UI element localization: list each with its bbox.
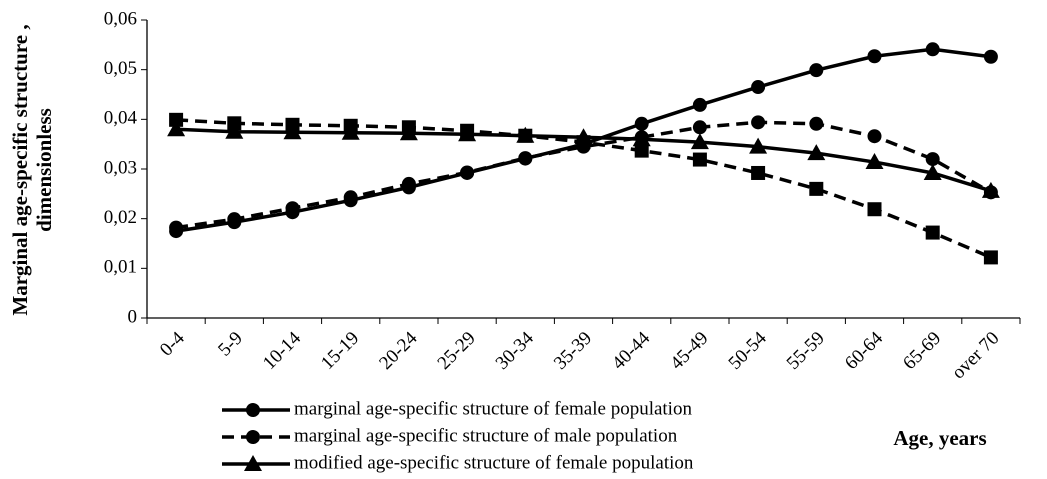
marker (460, 123, 475, 138)
x-tick-label: 5-9 (214, 328, 247, 361)
legend-label: marginal age-specific structure of femal… (294, 398, 692, 419)
y-tick-label: 0 (128, 306, 138, 327)
marker (749, 137, 768, 154)
marker (225, 122, 244, 139)
marker (227, 212, 242, 227)
marker (167, 120, 186, 137)
x-axis-title: Age, years (893, 426, 986, 450)
marker (867, 202, 882, 217)
marker (285, 117, 300, 132)
y-tick-label: 0,06 (104, 8, 137, 29)
marker (865, 153, 884, 170)
x-tick-label: 20-24 (375, 327, 422, 374)
x-tick-label: 50-54 (725, 327, 772, 374)
marker (401, 176, 416, 191)
marker (634, 143, 649, 158)
x-tick-label: 45-49 (666, 328, 712, 374)
marker (285, 201, 300, 216)
marker (343, 118, 358, 133)
marker (576, 135, 591, 150)
series-line (175, 120, 992, 230)
y-tick-label: 0,05 (104, 58, 137, 79)
marker (981, 181, 1000, 198)
y-tick-label: 0,01 (104, 257, 137, 278)
marker (401, 120, 416, 135)
marker (246, 430, 260, 444)
marker (632, 130, 651, 147)
x-tick-label: over 70 (948, 328, 1004, 384)
marker (809, 181, 824, 196)
marker (925, 225, 940, 240)
y-axis-title: Marginal age-specific structure , (8, 24, 32, 315)
marker (692, 152, 707, 167)
marker (692, 120, 707, 135)
marker (690, 133, 709, 150)
marker (518, 151, 533, 166)
x-tick-label: 65-69 (899, 328, 945, 374)
marker (634, 116, 649, 131)
x-tick-label: 35-39 (550, 328, 596, 374)
marker (460, 165, 475, 180)
marker (227, 116, 242, 131)
x-tick-label: 25-29 (434, 328, 480, 374)
marker (751, 80, 766, 95)
marker (809, 63, 824, 78)
marker (867, 129, 882, 144)
y-tick-label: 0,04 (104, 108, 138, 129)
marker (246, 403, 260, 417)
marker (923, 163, 942, 180)
marker (925, 42, 940, 57)
marker (169, 220, 184, 235)
marker (925, 152, 940, 167)
x-tick-label: 10-14 (259, 327, 306, 374)
marker (692, 97, 707, 112)
y-axis-title: dimensionless (32, 108, 56, 232)
legend-label: marginal age-specific structure of male … (294, 425, 678, 446)
x-tick-label: 15-19 (317, 328, 363, 374)
marker (169, 112, 184, 127)
x-tick-label: 0-4 (156, 327, 189, 360)
marker (751, 115, 766, 130)
y-tick-label: 0,03 (104, 157, 137, 178)
x-tick-label: 60-64 (841, 327, 888, 374)
marker (343, 190, 358, 205)
marker (983, 49, 998, 64)
marker (518, 128, 533, 143)
x-tick-label: 55-59 (783, 328, 829, 374)
x-tick-label: 40-44 (608, 327, 655, 374)
x-tick-label: 30-34 (492, 327, 539, 374)
marker (244, 455, 262, 471)
marker (751, 165, 766, 180)
legend-label: modified age-specific structure of femal… (294, 452, 694, 473)
marker (983, 250, 998, 265)
y-tick-label: 0,02 (104, 207, 137, 228)
marker (809, 116, 824, 131)
marker (807, 144, 826, 161)
marker (867, 49, 882, 64)
